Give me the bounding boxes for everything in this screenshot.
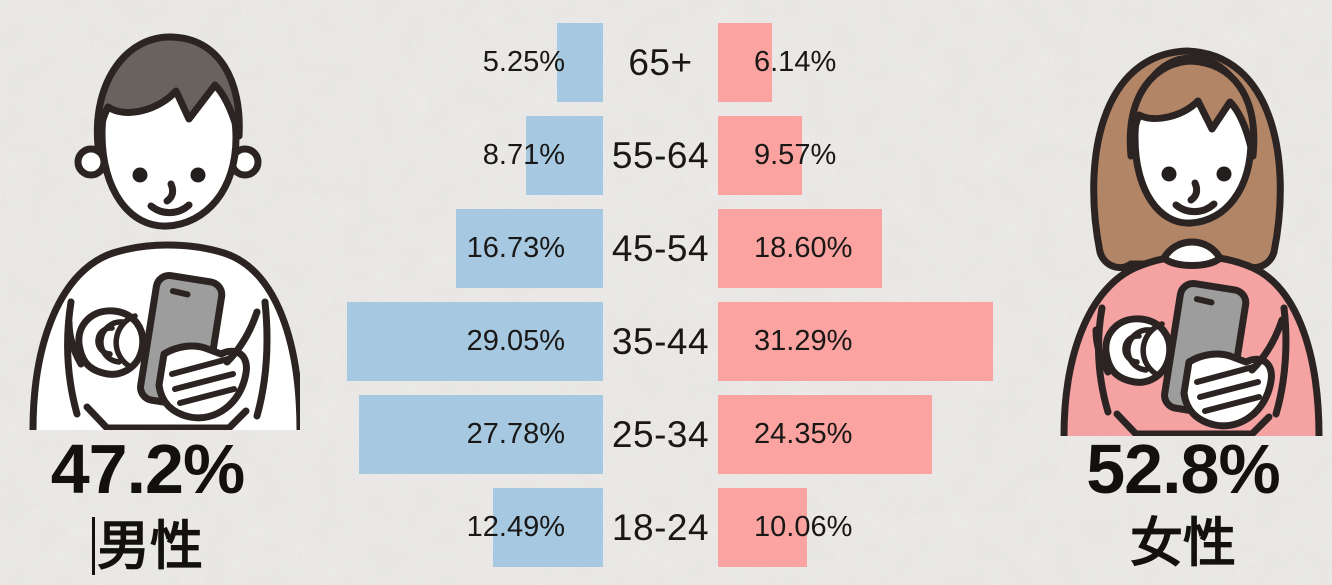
woman-collar bbox=[1160, 238, 1224, 269]
man-nose bbox=[163, 180, 177, 205]
male-bar bbox=[456, 209, 603, 288]
woman-eye-left bbox=[1161, 166, 1177, 182]
male-value-label: 12.49% bbox=[466, 510, 565, 543]
female-gender-label: 女性 bbox=[1130, 514, 1236, 573]
female-bar-zone: 24.35% bbox=[718, 395, 1006, 474]
man-eye-left bbox=[132, 167, 148, 183]
age-group-label: 35-44 bbox=[611, 320, 710, 362]
age-group-label: 25-34 bbox=[611, 413, 710, 455]
man-left-fist bbox=[75, 307, 147, 378]
female-bar bbox=[718, 488, 807, 567]
female-total-percent: 52.8% bbox=[1086, 430, 1280, 508]
man-right-hand-fingers bbox=[169, 356, 237, 406]
pyramid-row-25-34: 27.78% 25-34 24.35% bbox=[345, 395, 1006, 474]
woman-finger-curl-lines bbox=[1122, 321, 1165, 377]
female-bar bbox=[718, 302, 993, 381]
male-bar-zone: 12.49% bbox=[345, 488, 603, 567]
female-bar bbox=[718, 395, 932, 474]
male-bar bbox=[493, 488, 603, 567]
male-bar bbox=[557, 23, 603, 102]
woman-with-phone-illustration bbox=[1040, 6, 1332, 436]
female-summary: 52.8% 女性 bbox=[1058, 434, 1308, 570]
woman-sweater-hem bbox=[1113, 410, 1273, 436]
female-value-label: 6.14% bbox=[754, 45, 837, 78]
age-group-label: 18-24 bbox=[611, 506, 710, 548]
male-bar bbox=[526, 116, 603, 195]
male-bar-zone: 8.71% bbox=[345, 116, 603, 195]
male-bar-zone: 16.73% bbox=[345, 209, 603, 288]
man-hair bbox=[93, 33, 243, 150]
male-value-label: 27.78% bbox=[466, 417, 565, 450]
female-bar bbox=[718, 209, 882, 288]
female-bar bbox=[718, 23, 772, 102]
age-group-label: 55-64 bbox=[611, 134, 710, 176]
man-mouth bbox=[147, 201, 193, 217]
man-arm-right-line bbox=[253, 298, 271, 420]
female-value-label: 10.06% bbox=[754, 510, 853, 543]
man-with-phone-illustration bbox=[15, 12, 300, 430]
pyramid-row-65plus: 5.25% 65+ 6.14% bbox=[345, 23, 1006, 102]
man-eye-right bbox=[190, 167, 206, 183]
male-summary: 47.2% 男性 bbox=[25, 434, 270, 575]
female-bar bbox=[718, 116, 802, 195]
pyramid-row-55-64: 8.71% 55-64 9.57% bbox=[345, 116, 1006, 195]
man-arm-left-line bbox=[64, 298, 81, 418]
woman-cuff-right bbox=[1248, 316, 1286, 374]
male-gender-label: 男性 bbox=[97, 516, 203, 576]
male-bar bbox=[359, 395, 603, 474]
female-bar-zone: 31.29% bbox=[718, 302, 1006, 381]
female-value-label: 24.35% bbox=[754, 417, 853, 450]
male-value-label: 16.73% bbox=[466, 231, 565, 264]
man-cuff-right bbox=[223, 308, 261, 366]
woman-right-hand-fingers bbox=[1194, 364, 1262, 414]
female-value-label: 31.29% bbox=[754, 324, 853, 357]
woman-nose bbox=[1187, 179, 1201, 204]
male-bar bbox=[347, 302, 603, 381]
male-value-label: 29.05% bbox=[466, 324, 565, 357]
woman-cuff-left bbox=[1092, 326, 1112, 376]
man-shirt-hem bbox=[83, 403, 250, 430]
male-gender-label-row: 男性 bbox=[25, 517, 270, 575]
female-bar-zone: 6.14% bbox=[718, 23, 1006, 102]
male-value-label: 8.71% bbox=[482, 138, 565, 171]
woman-left-fist bbox=[1102, 315, 1174, 386]
female-bar-zone: 9.57% bbox=[718, 116, 1006, 195]
pyramid-row-45-54: 16.73% 45-54 18.60% bbox=[345, 209, 1006, 288]
female-bar-zone: 10.06% bbox=[718, 488, 1006, 567]
text-cursor bbox=[92, 517, 95, 575]
female-value-label: 9.57% bbox=[754, 138, 837, 171]
male-value-label: 5.25% bbox=[482, 45, 565, 78]
woman-mouth bbox=[1172, 200, 1218, 216]
male-bar-zone: 29.05% bbox=[345, 302, 603, 381]
male-total-percent: 47.2% bbox=[50, 430, 245, 508]
man-finger-curl-lines bbox=[95, 313, 138, 369]
male-bar-zone: 5.25% bbox=[345, 23, 603, 102]
age-group-label: 65+ bbox=[628, 41, 693, 83]
female-value-label: 18.60% bbox=[754, 231, 853, 264]
male-bar-zone: 27.78% bbox=[345, 395, 603, 474]
pyramid-row-35-44: 29.05% 35-44 31.29% bbox=[345, 302, 1006, 381]
female-gender-label-row: 女性 bbox=[1058, 517, 1308, 570]
female-bar-zone: 18.60% bbox=[718, 209, 1006, 288]
age-pyramid-chart: 5.25% 65+ 6.14% 8.71% 55-64 9.57% 16.73% bbox=[345, 23, 1006, 581]
man-cuff-left bbox=[65, 318, 85, 368]
age-group-label: 45-54 bbox=[611, 227, 710, 269]
pyramid-row-18-24: 12.49% 18-24 10.06% bbox=[345, 488, 1006, 567]
woman-fringe bbox=[1126, 57, 1258, 160]
woman-eye-right bbox=[1216, 166, 1232, 182]
